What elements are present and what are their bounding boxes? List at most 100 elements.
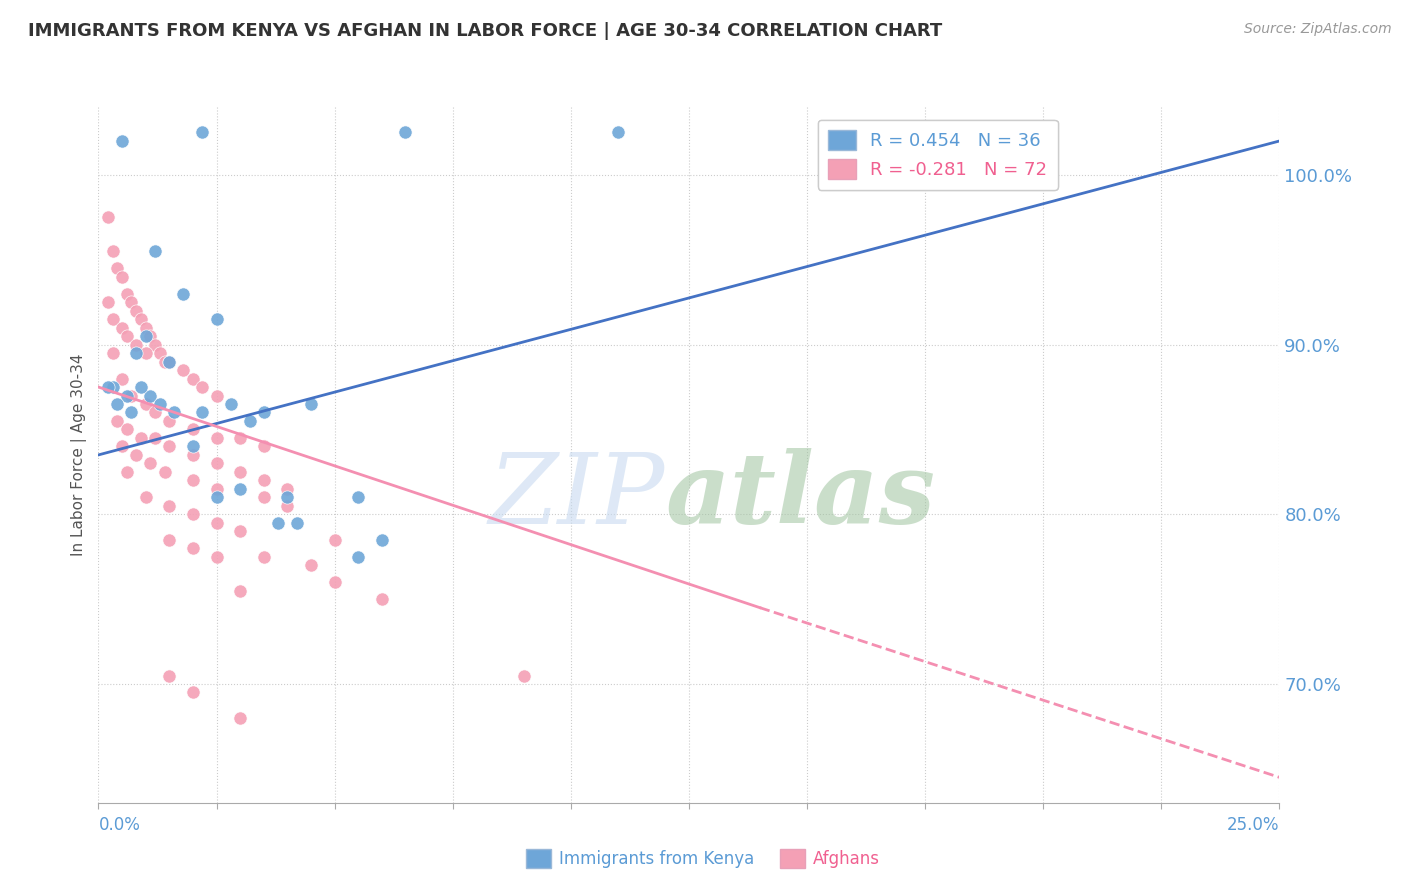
Point: [139, 457, 162, 471]
Point: [276, 499, 298, 513]
Point: [512, 668, 534, 682]
Point: [205, 549, 228, 564]
Point: [229, 524, 252, 539]
Point: [181, 439, 204, 453]
Point: [135, 329, 157, 343]
Point: [115, 422, 138, 436]
Point: [125, 346, 148, 360]
Point: [157, 439, 180, 453]
Point: [347, 549, 370, 564]
Point: [143, 405, 166, 419]
Point: [157, 414, 180, 428]
Point: [153, 465, 176, 479]
Point: [285, 516, 308, 530]
Point: [105, 261, 128, 276]
Point: [97, 211, 120, 225]
Point: [135, 346, 157, 360]
Point: [394, 126, 416, 140]
Point: [129, 312, 152, 326]
Point: [105, 414, 128, 428]
Point: [229, 711, 252, 725]
Point: [121, 295, 143, 310]
Point: [172, 363, 194, 377]
Point: [371, 592, 394, 607]
Point: [347, 491, 370, 505]
Point: [267, 516, 290, 530]
Text: ZIP: ZIP: [489, 449, 665, 544]
Point: [101, 312, 124, 326]
Point: [105, 397, 128, 411]
Point: [111, 134, 134, 148]
Point: [143, 431, 166, 445]
Point: [139, 388, 162, 402]
Point: [129, 431, 152, 445]
Text: atlas: atlas: [665, 449, 935, 545]
Text: IMMIGRANTS FROM KENYA VS AFGHAN IN LABOR FORCE | AGE 30-34 CORRELATION CHART: IMMIGRANTS FROM KENYA VS AFGHAN IN LABOR…: [28, 22, 942, 40]
Point: [121, 388, 143, 402]
Point: [253, 405, 276, 419]
Point: [172, 286, 194, 301]
Point: [143, 244, 166, 259]
Text: Source: ZipAtlas.com: Source: ZipAtlas.com: [1244, 22, 1392, 37]
Point: [101, 380, 124, 394]
Point: [157, 668, 180, 682]
Point: [111, 269, 134, 284]
Point: [129, 380, 152, 394]
Point: [163, 405, 186, 419]
Point: [125, 337, 148, 351]
Point: [191, 380, 214, 394]
Point: [253, 549, 276, 564]
Point: [253, 439, 276, 453]
Text: 25.0%: 25.0%: [1227, 816, 1279, 834]
Point: [135, 491, 157, 505]
Point: [111, 439, 134, 453]
Legend: R = 0.454   N = 36, R = -0.281   N = 72: R = 0.454 N = 36, R = -0.281 N = 72: [818, 120, 1057, 190]
Point: [299, 397, 322, 411]
Point: [205, 431, 228, 445]
Point: [191, 126, 214, 140]
Point: [111, 320, 134, 334]
Point: [1008, 134, 1031, 148]
Point: [153, 354, 176, 368]
Point: [111, 371, 134, 385]
Point: [101, 346, 124, 360]
Point: [276, 491, 298, 505]
Point: [115, 388, 138, 402]
Point: [219, 397, 242, 411]
Point: [97, 380, 120, 394]
Point: [157, 354, 180, 368]
Point: [323, 575, 346, 590]
Point: [139, 329, 162, 343]
Point: [205, 482, 228, 496]
Point: [205, 516, 228, 530]
Y-axis label: In Labor Force | Age 30-34: In Labor Force | Age 30-34: [72, 353, 87, 557]
Point: [191, 405, 214, 419]
Text: 0.0%: 0.0%: [98, 816, 141, 834]
Point: [323, 533, 346, 547]
Point: [253, 491, 276, 505]
Point: [125, 303, 148, 318]
Point: [121, 405, 143, 419]
Point: [607, 126, 630, 140]
Point: [276, 482, 298, 496]
Point: [181, 371, 204, 385]
Point: [115, 286, 138, 301]
Point: [299, 558, 322, 573]
Point: [181, 422, 204, 436]
Point: [371, 533, 394, 547]
Point: [115, 329, 138, 343]
Point: [229, 465, 252, 479]
Point: [181, 541, 204, 556]
Point: [157, 533, 180, 547]
Point: [181, 448, 204, 462]
Point: [229, 431, 252, 445]
Point: [229, 583, 252, 598]
Point: [205, 491, 228, 505]
Point: [101, 244, 124, 259]
Point: [97, 295, 120, 310]
Point: [181, 474, 204, 488]
Point: [181, 685, 204, 699]
Point: [157, 499, 180, 513]
Point: [205, 312, 228, 326]
Point: [181, 508, 204, 522]
